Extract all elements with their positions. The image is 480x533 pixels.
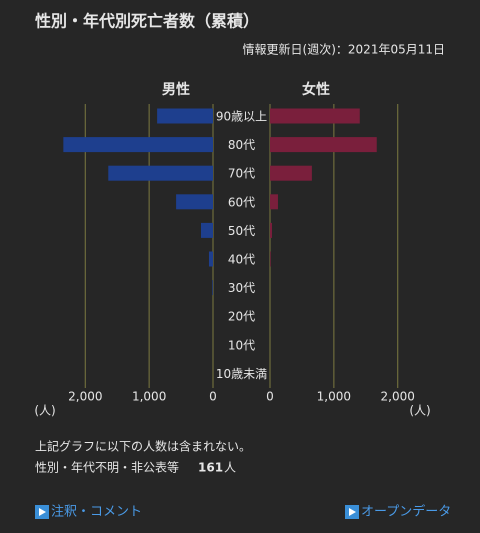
x-tick-label: 0 xyxy=(266,390,274,404)
bar xyxy=(270,251,271,267)
x-tick-label: 1,000 xyxy=(132,390,166,404)
link-text[interactable]: 注釈・コメント xyxy=(51,505,142,520)
category-label: 70代 xyxy=(228,167,255,181)
chart-subtitle: 情報更新日(週次)：2021年05月11日 xyxy=(243,42,445,57)
x-tick-label: 1,000 xyxy=(317,390,351,404)
bar xyxy=(157,108,213,124)
bar xyxy=(176,194,213,210)
bar xyxy=(200,222,213,238)
chart-title: 性別・年代別死亡者数（累積） xyxy=(35,12,259,31)
note-count: 161 xyxy=(198,461,223,475)
note-text: 上記グラフに以下の人数は含まれない。 xyxy=(35,439,251,454)
bar xyxy=(208,251,213,267)
category-label: 90歳以上 xyxy=(216,110,267,124)
x-tick-label: 2,000 xyxy=(68,390,102,404)
note-unit: 人 xyxy=(224,461,236,475)
x-axis-label: (人) xyxy=(34,404,55,418)
category-label: 40代 xyxy=(228,253,255,267)
bar xyxy=(270,165,312,181)
bar xyxy=(270,108,360,124)
link-annotations[interactable]: 注釈・コメント xyxy=(35,505,142,520)
bar xyxy=(270,222,272,238)
link-opendata[interactable]: オープンデータ xyxy=(345,504,451,520)
category-label: 50代 xyxy=(228,224,255,238)
link-icon-arrow xyxy=(349,508,356,516)
category-label: 80代 xyxy=(228,138,255,152)
bar xyxy=(108,165,213,181)
link-text[interactable]: オープンデータ xyxy=(361,504,451,520)
legend-label: 男性 xyxy=(162,81,190,98)
bar xyxy=(63,137,213,153)
x-axis-label: (人) xyxy=(409,404,430,418)
category-label: 20代 xyxy=(228,310,255,324)
link-icon-arrow xyxy=(39,508,46,516)
bar xyxy=(270,194,278,210)
bar xyxy=(212,280,213,296)
legend-label: 女性 xyxy=(302,81,330,98)
x-tick-label: 0 xyxy=(209,390,217,404)
category-label: 60代 xyxy=(228,195,255,209)
note-item: 性別・年代不明・非公表等 xyxy=(35,461,179,475)
category-label: 30代 xyxy=(228,281,255,295)
x-tick-label: 2,000 xyxy=(381,390,415,404)
bar xyxy=(270,137,377,153)
category-label: 10代 xyxy=(228,338,255,352)
category-label: 10歳未満 xyxy=(216,367,267,381)
